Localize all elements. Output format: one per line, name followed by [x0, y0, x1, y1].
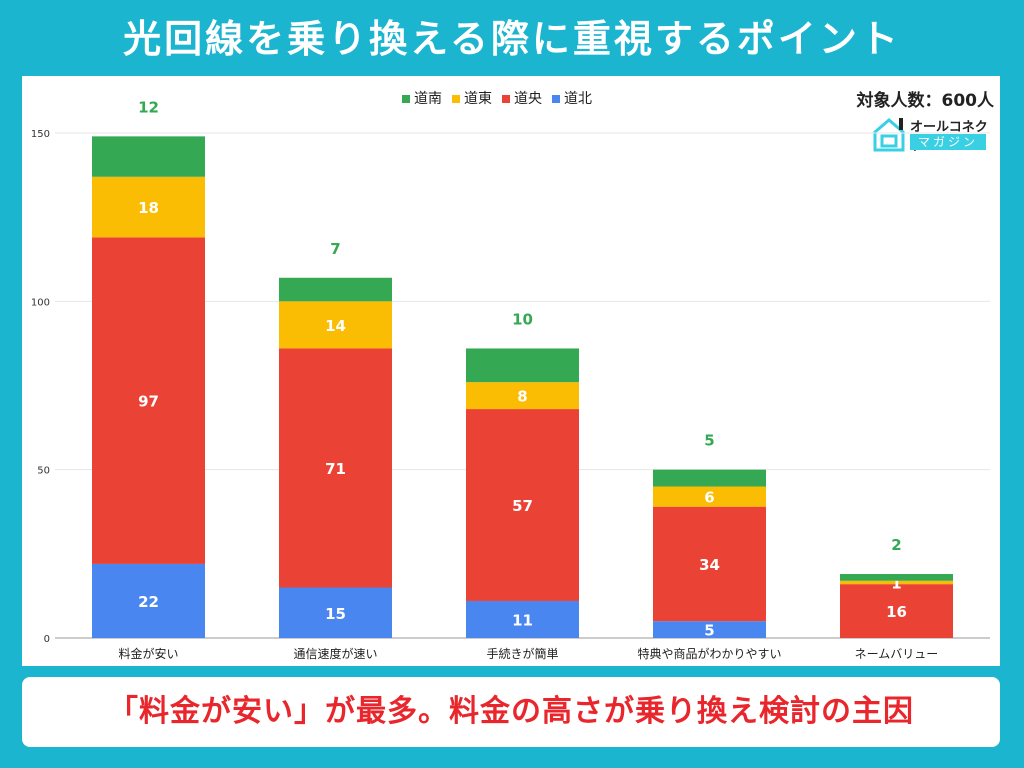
bar-segment: [279, 348, 392, 588]
y-tick-label: 0: [44, 634, 50, 645]
bar-segment: [653, 486, 766, 507]
bar-segment: [92, 237, 205, 564]
legend-swatch: [502, 95, 510, 103]
data-label: 34: [699, 556, 720, 574]
y-tick-label: 100: [31, 297, 50, 308]
logo: オールコネクト マガジン: [872, 116, 992, 154]
legend-swatch: [552, 95, 560, 103]
legend-label: 道南: [414, 91, 442, 107]
data-label: 10: [512, 310, 533, 328]
bar-segment: [653, 621, 766, 638]
y-tick-label: 150: [31, 129, 50, 140]
legend-label: 道北: [564, 91, 592, 107]
legend-item: 道央: [502, 91, 542, 107]
data-label: 57: [512, 497, 533, 515]
legend: 道南 道東 道央 道北: [402, 88, 602, 108]
data-label: 6: [704, 489, 714, 507]
bar-segment: [466, 348, 579, 383]
bar-segment: [92, 563, 205, 638]
legend-label: 道央: [514, 91, 542, 107]
data-label: 97: [138, 393, 159, 411]
data-label: 2: [891, 536, 901, 554]
legend-item: 道北: [552, 91, 592, 107]
y-tick-label: 50: [37, 466, 50, 477]
summary-banner: 「料金が安い」が最多。料金の高さが乗り換え検討の主因: [22, 677, 1000, 747]
bar-segment: [279, 301, 392, 349]
legend-item: 道南: [402, 91, 442, 107]
x-tick-label: 手続きが簡単: [486, 646, 558, 661]
data-label: 7: [330, 240, 340, 258]
bar-segment: [466, 382, 579, 410]
data-label: 5: [704, 432, 714, 450]
bar-segment: [466, 409, 579, 601]
logo-line2: マガジン: [910, 134, 986, 150]
bar-segment: [279, 277, 392, 302]
bar-segment: [840, 584, 953, 638]
respondent-count: 対象人数：600人: [856, 91, 995, 111]
bar-segment: [653, 469, 766, 487]
legend-item: 道東: [452, 91, 492, 107]
data-label: 15: [325, 605, 346, 623]
data-label: 5: [704, 622, 714, 640]
data-label: 1: [891, 574, 901, 592]
data-label: 71: [325, 460, 346, 478]
bar-segment: [92, 176, 205, 238]
data-label: 22: [138, 593, 159, 611]
legend-swatch: [402, 95, 410, 103]
legend-label: 道東: [464, 91, 492, 107]
x-tick-label: 通信速度が速い: [293, 646, 377, 661]
data-label: 18: [138, 199, 159, 217]
data-label: 12: [138, 98, 159, 116]
page-title: 光回線を乗り換える際に重視するポイント: [123, 17, 901, 61]
bar-segment: [653, 506, 766, 622]
bar-segment: [466, 600, 579, 638]
x-tick-label: ネームバリュー: [855, 647, 939, 661]
x-tick-label: 特典や商品がわかりやすい: [637, 646, 781, 661]
bar-segment: [840, 580, 953, 585]
data-label: 11: [512, 611, 533, 629]
data-label: 16: [886, 603, 907, 621]
data-label: 8: [517, 388, 527, 406]
data-label: 14: [325, 317, 346, 335]
house-logo-icon: [873, 118, 905, 152]
bar-segment: [840, 574, 953, 581]
bar-segment: [279, 587, 392, 638]
bar-segment: [92, 136, 205, 177]
x-tick-label: 料金が安い: [118, 646, 178, 661]
stacked-bar-chart: 05010015022971812料金が安い1571147通信速度が速い1157…: [31, 98, 990, 661]
legend-swatch: [452, 95, 460, 103]
